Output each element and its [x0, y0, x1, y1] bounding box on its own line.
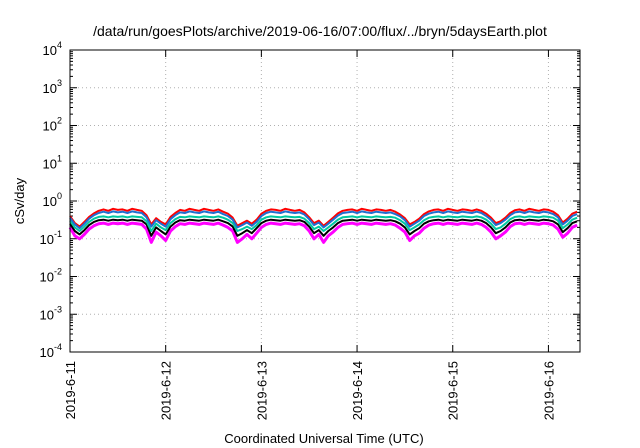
data-series — [68, 207, 578, 244]
plot-frame — [69, 49, 581, 353]
series-line-2 — [69, 218, 578, 237]
y-tick-label: 10-4 — [40, 342, 62, 360]
series-line-1 — [68, 221, 578, 244]
x-tick-label: 2019-6-13 — [254, 361, 269, 420]
y-tick-label: 10-3 — [40, 304, 62, 322]
y-tick-label: 100 — [43, 191, 62, 209]
x-tick-label: 2019-6-16 — [541, 361, 556, 420]
y-tick-label: 101 — [43, 153, 62, 171]
y-tick-label: 103 — [43, 78, 62, 96]
x-tick-label: 2019-6-15 — [446, 361, 461, 420]
y-axis-label: cSv/day — [12, 177, 27, 224]
y-tick-labels: 104 103 102 101 100 10-1 10-2 10-3 10-4 — [40, 40, 62, 360]
y-tick-label: 102 — [43, 116, 62, 134]
y-tick-label: 10-1 — [40, 229, 62, 247]
x-tick-label: 2019-6-12 — [159, 361, 174, 420]
series-line-3 — [69, 215, 578, 232]
series-line-4 — [69, 207, 578, 228]
x-tick-label: 2019-6-14 — [350, 361, 365, 420]
chart-title: /data/run/goesPlots/archive/2019-06-16/0… — [93, 23, 547, 39]
x-tick-label: 2019-6-11 — [63, 361, 78, 419]
x-tick-labels: 2019-6-11 2019-6-12 2019-6-13 2019-6-14 2019… — [63, 361, 556, 420]
y-tick-label: 104 — [43, 40, 62, 58]
x-axis-label: Coordinated Universal Time (UTC) — [224, 431, 423, 446]
series-line-5 — [69, 210, 578, 230]
y-tick-label: 10-2 — [40, 267, 62, 285]
